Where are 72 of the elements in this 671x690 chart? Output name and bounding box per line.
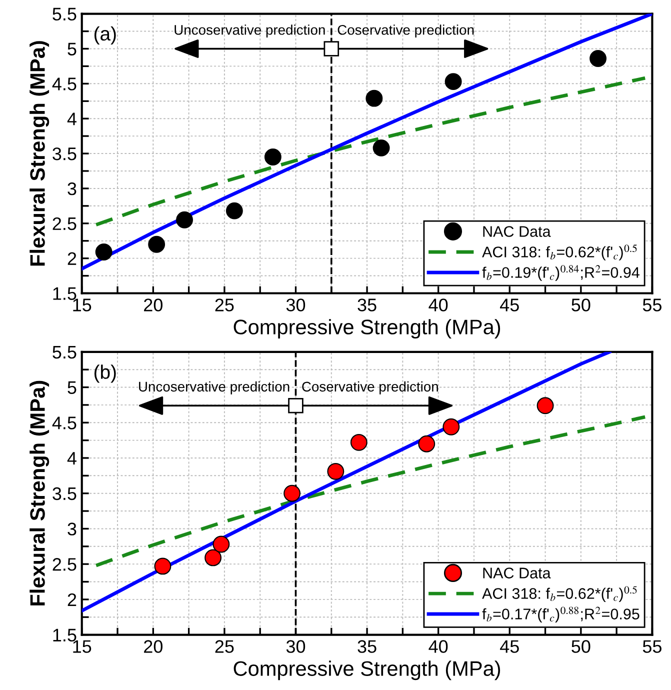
x-tick-label: 40 [428,640,448,653]
y-tick-label: 4.5 [52,416,76,430]
x-tick-label: 55 [642,298,662,312]
annotation: (b) [94,364,116,383]
annotation: Uncoservative prediction [139,381,290,394]
point [536,397,554,414]
x-tick-label: 50 [572,640,590,653]
y-tick-label: 5.5 [52,346,76,359]
y-tick-label: 4 [67,112,76,126]
line-series [94,415,647,568]
y-axis-title: Flexural Strengh (MPa) [30,380,50,606]
x-tick-label: 15 [73,640,92,653]
y-tick-label: 3 [68,522,76,536]
annotation: Coservative prediction [338,24,474,38]
x-tick-label: 40 [428,298,448,312]
y-tick-label: 5 [68,42,76,56]
y-tick-label: 4.5 [52,78,76,90]
point [154,558,172,575]
legend-label: NAC Data [483,226,551,237]
y-tick-label: 4 [67,452,76,465]
point [148,236,166,253]
y-tick-label: 1.5 [53,628,76,642]
x-tick-label: 55 [642,640,662,653]
point [176,211,193,228]
annotation: (a) [94,26,116,44]
x-tick-label: 20 [144,298,162,312]
y-tick-label: 1.5 [53,287,76,300]
point [366,90,383,107]
point [204,549,222,566]
y-tick-label: 2 [68,593,76,606]
x-tick-label: 35 [358,640,376,653]
x-tick-label: 30 [286,298,306,312]
y-axis-title: Flexural Strengh (MPa) [30,41,50,266]
y-tick-label: 3.5 [52,147,76,160]
legend-label: NAC Data [483,568,551,578]
point [418,435,436,452]
x-tick-label: 15 [73,298,92,312]
point [327,462,344,480]
legend-label: ACI 318: f$_{b}$=0.62*(f'$_{c}$)$^{0.5}$ [482,244,637,260]
y-tick-label: 3.5 [52,487,76,500]
point [590,50,606,67]
point [444,73,462,90]
text: f$_{b}$=0.19*(f'$_{c}$)$^{0.84}$;R$^{2}$=0.94 [482,265,640,281]
x-tick-label: 45 [500,640,519,653]
x-axis-title: Compressive Strength (MPa) [234,660,500,680]
point [95,244,112,261]
annotation: Coservative prediction [302,381,438,394]
y-tick-label: 2.5 [52,217,76,230]
x-tick-label: 45 [500,298,519,312]
point [212,536,230,553]
point [350,434,368,451]
x-axis-title: Compressive Strength (MPa) [234,319,500,339]
y-tick-label: 5 [68,381,76,394]
annotation: Uncoservative prediction [174,24,325,38]
point [264,148,282,166]
point [284,484,301,502]
x-tick-label: 20 [144,640,162,653]
x-tick-label: 25 [215,640,234,653]
point [226,202,243,220]
x-tick-label: 50 [572,298,590,312]
point [442,418,460,436]
x-tick-label: 25 [215,298,234,312]
y-tick-label: 2 [68,252,76,265]
y-tick-label: 3 [68,182,76,196]
y-tick-label: 2.5 [52,558,76,571]
y-tick-label: 5.5 [52,8,76,21]
line-series [94,76,647,227]
legend-label: ACI 318: f$_{b}$=0.62*(f'$_{c}$)$^{0.5}$ [482,586,637,602]
text: f$_{b}$=0.17*(f'$_{c}$)$^{0.88}$;R$^{2}$=0.95 [482,606,640,622]
x-tick-label: 35 [358,298,376,312]
point [372,139,390,156]
x-tick-label: 30 [286,640,306,653]
